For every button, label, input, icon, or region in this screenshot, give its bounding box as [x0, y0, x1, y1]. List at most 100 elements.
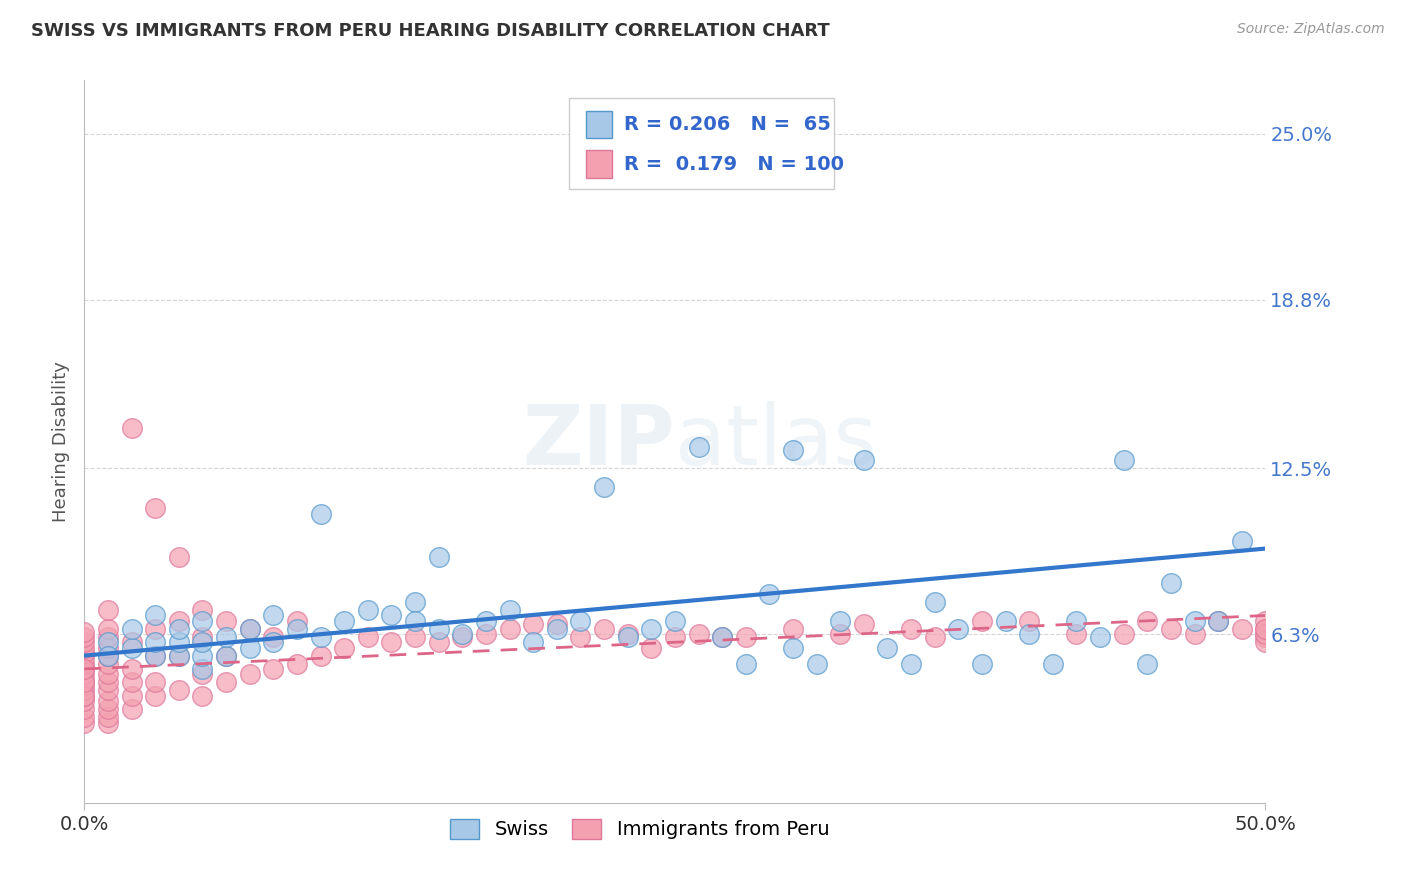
- Point: [121, 635, 143, 649]
- Text: Source: ZipAtlas.com: Source: ZipAtlas.com: [1237, 22, 1385, 37]
- Point: [191, 667, 214, 681]
- Point: [1206, 614, 1229, 628]
- Point: [427, 622, 450, 636]
- Point: [262, 608, 284, 623]
- Point: [593, 480, 616, 494]
- FancyBboxPatch shape: [568, 98, 834, 189]
- Point: [1184, 614, 1206, 628]
- Point: [143, 501, 166, 516]
- Point: [97, 603, 120, 617]
- Point: [1254, 614, 1277, 628]
- Point: [97, 702, 120, 716]
- Point: [73, 715, 96, 730]
- Point: [1018, 627, 1040, 641]
- Point: [309, 648, 332, 663]
- Point: [191, 689, 214, 703]
- Point: [1206, 614, 1229, 628]
- Point: [239, 640, 262, 655]
- Text: R = 0.206   N =  65: R = 0.206 N = 65: [624, 115, 831, 134]
- FancyBboxPatch shape: [586, 111, 612, 138]
- Point: [285, 614, 308, 628]
- Point: [73, 651, 96, 665]
- Point: [73, 710, 96, 724]
- Point: [734, 657, 756, 671]
- Point: [522, 616, 544, 631]
- Point: [143, 689, 166, 703]
- Point: [167, 614, 190, 628]
- Point: [167, 648, 190, 663]
- Point: [1160, 622, 1182, 636]
- Point: [427, 549, 450, 564]
- Point: [688, 440, 710, 454]
- Text: atlas: atlas: [675, 401, 876, 482]
- Point: [1066, 627, 1088, 641]
- Point: [924, 595, 946, 609]
- Point: [782, 640, 804, 655]
- Point: [616, 627, 638, 641]
- Text: R =  0.179   N = 100: R = 0.179 N = 100: [624, 154, 844, 174]
- Point: [970, 614, 993, 628]
- Point: [994, 614, 1017, 628]
- Point: [333, 614, 356, 628]
- Y-axis label: Hearing Disability: Hearing Disability: [52, 361, 70, 522]
- Point: [1136, 614, 1159, 628]
- Point: [309, 630, 332, 644]
- Point: [97, 630, 120, 644]
- Point: [664, 630, 686, 644]
- Point: [191, 635, 214, 649]
- Point: [97, 710, 120, 724]
- Point: [285, 657, 308, 671]
- Point: [924, 630, 946, 644]
- Point: [1042, 657, 1064, 671]
- Point: [239, 622, 262, 636]
- Point: [522, 635, 544, 649]
- Point: [711, 630, 734, 644]
- Point: [900, 622, 922, 636]
- Point: [782, 442, 804, 457]
- Point: [262, 635, 284, 649]
- Point: [309, 507, 332, 521]
- Point: [688, 627, 710, 641]
- Point: [948, 622, 970, 636]
- Point: [475, 614, 498, 628]
- Point: [1018, 614, 1040, 628]
- Point: [167, 683, 190, 698]
- Point: [711, 630, 734, 644]
- Point: [97, 648, 120, 663]
- Point: [215, 614, 238, 628]
- Point: [121, 675, 143, 690]
- Point: [569, 614, 592, 628]
- Point: [758, 587, 780, 601]
- Point: [191, 603, 214, 617]
- Point: [191, 648, 214, 663]
- Point: [852, 453, 875, 467]
- Point: [1088, 630, 1111, 644]
- Point: [73, 662, 96, 676]
- Point: [451, 630, 474, 644]
- Point: [97, 635, 120, 649]
- Point: [1254, 622, 1277, 636]
- Point: [143, 622, 166, 636]
- Point: [167, 635, 190, 649]
- Point: [1160, 576, 1182, 591]
- Point: [285, 622, 308, 636]
- Point: [616, 630, 638, 644]
- Point: [806, 657, 828, 671]
- Point: [1136, 657, 1159, 671]
- Point: [97, 640, 120, 655]
- Point: [830, 627, 852, 641]
- Point: [852, 616, 875, 631]
- Point: [73, 657, 96, 671]
- Point: [167, 648, 190, 663]
- Point: [1254, 622, 1277, 636]
- Point: [239, 622, 262, 636]
- Point: [404, 595, 426, 609]
- Point: [333, 640, 356, 655]
- Point: [143, 648, 166, 663]
- Point: [664, 614, 686, 628]
- Point: [73, 689, 96, 703]
- Point: [143, 675, 166, 690]
- Point: [121, 662, 143, 676]
- Point: [73, 630, 96, 644]
- Point: [167, 549, 190, 564]
